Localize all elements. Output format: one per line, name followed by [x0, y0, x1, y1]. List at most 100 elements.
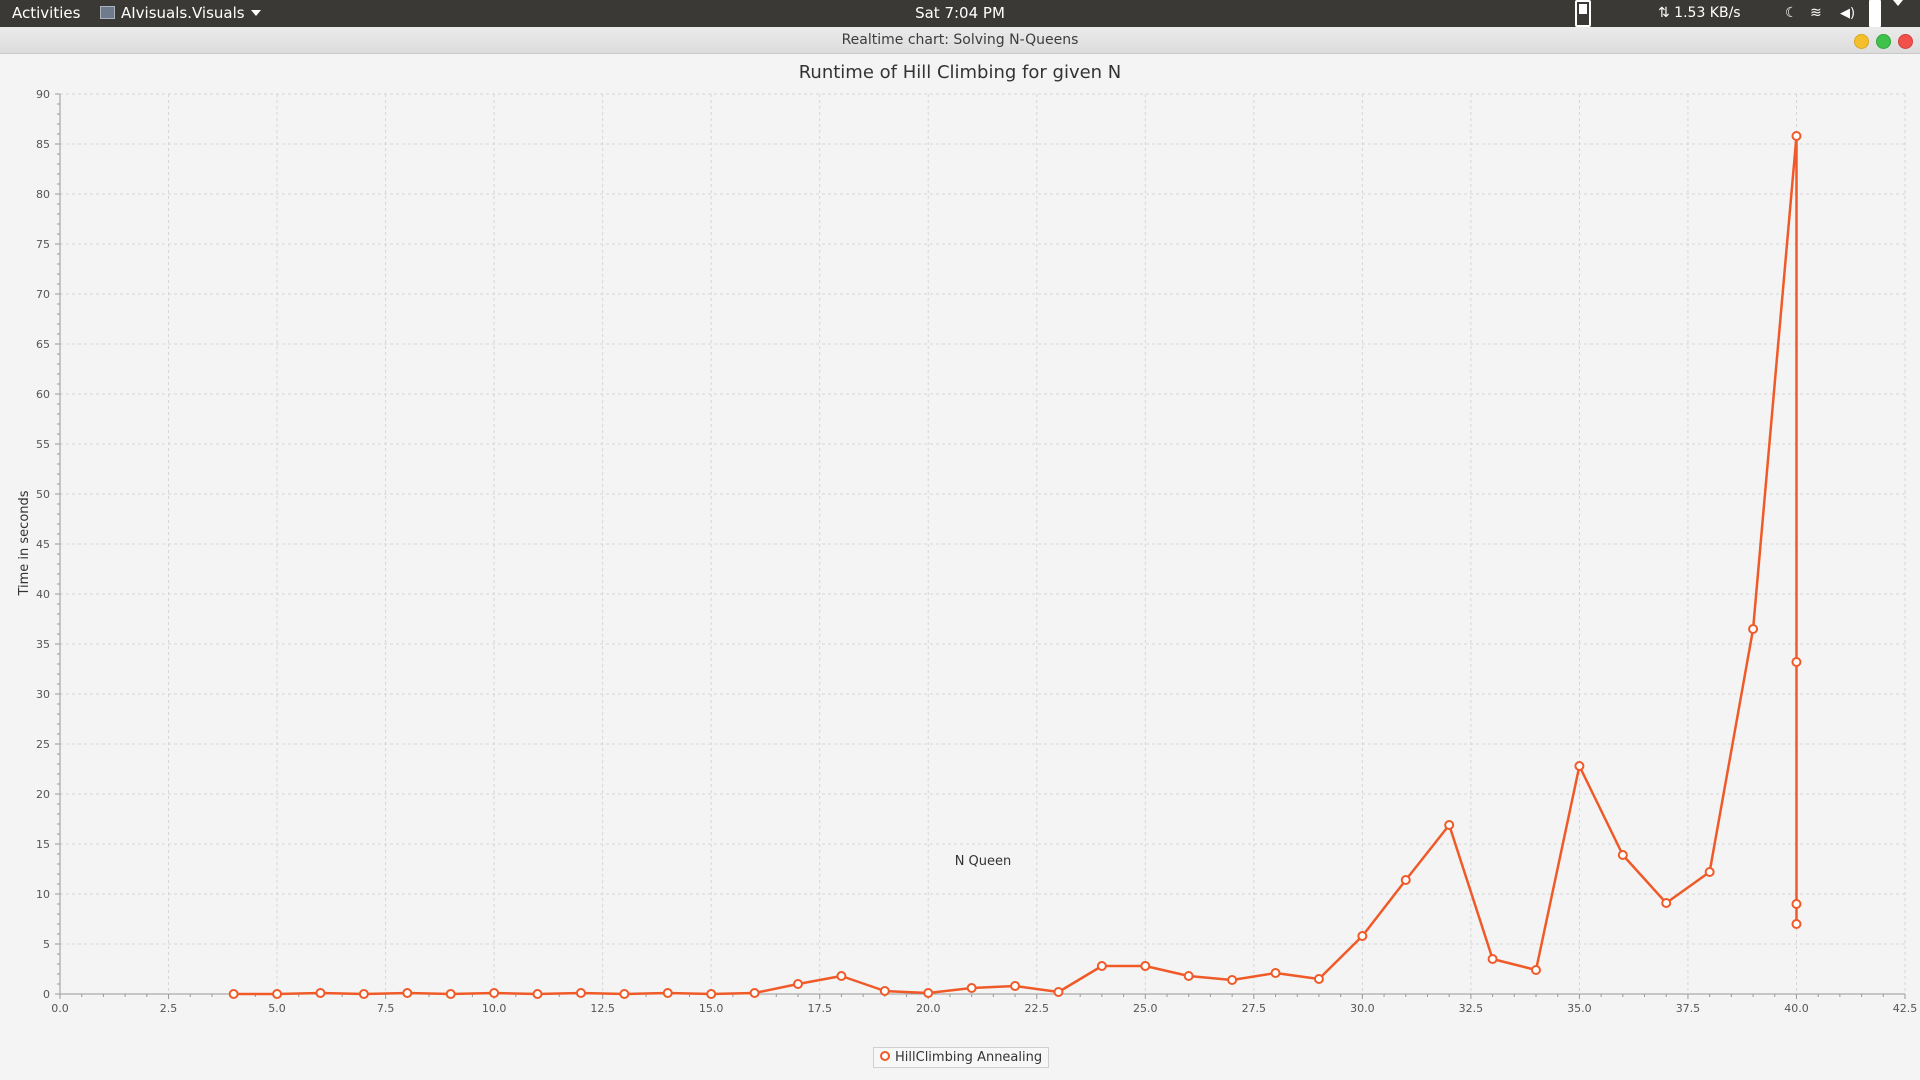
y-tick-label: 75 [36, 238, 50, 251]
chevron-down-icon [250, 10, 261, 16]
data-point [879, 986, 890, 996]
data-point [1531, 965, 1541, 975]
maximize-button[interactable] [1876, 34, 1891, 49]
y-tick-label: 80 [36, 188, 50, 201]
grid [60, 93, 1906, 994]
indicator-window-icon[interactable] [1575, 0, 1591, 27]
data-point [532, 989, 543, 999]
minimize-button[interactable] [1854, 34, 1869, 49]
data-point [619, 989, 630, 999]
y-tick-label: 35 [36, 638, 50, 651]
x-tick-label: 22.5 [1025, 1002, 1050, 1015]
axes: 0.0 2.5 5.0 7.5 10.0 12.5 15.0 17.5 20.0 22.5 25.0… [36, 88, 1917, 1015]
data-point [575, 988, 586, 998]
x-tick-label: 5.0 [268, 1002, 286, 1015]
data-point [489, 988, 500, 998]
x-tick-label: 7.5 [377, 1002, 395, 1015]
data-point [793, 979, 803, 989]
x-tick-label: 0.0 [51, 1002, 69, 1015]
series-layer [228, 131, 1802, 999]
y-tick-label: 55 [36, 438, 50, 451]
app-menu-label: AIvisuals.Visuals [121, 4, 245, 22]
data-point [749, 988, 760, 998]
data-point [445, 989, 456, 999]
top-bar: Activities AIvisuals.Visuals Sat 7:04 PM… [0, 0, 1920, 27]
y-axis-label: Time in seconds [17, 490, 32, 596]
data-point [1227, 975, 1238, 985]
y-tick-label: 65 [36, 338, 50, 351]
x-tick-label: 42.5 [1893, 1002, 1918, 1015]
data-point [836, 971, 847, 981]
y-tick-label: 60 [36, 388, 50, 401]
data-point [1661, 898, 1672, 908]
clock[interactable]: Sat 7:04 PM [915, 4, 1005, 22]
data-point [1791, 919, 1802, 929]
data-point [706, 989, 717, 999]
series-line [233, 134, 1798, 996]
data-point [402, 988, 413, 998]
data-point [1704, 867, 1715, 877]
line-chart: Runtime of Hill Climbing for given N 0.0… [17, 62, 1917, 1015]
night-light-icon[interactable]: ☾ [1785, 5, 1798, 21]
x-axis-label: N Queen [955, 854, 1012, 869]
x-tick-label: 15.0 [699, 1002, 724, 1015]
y-tick-label: 85 [36, 138, 50, 151]
x-tick-label: 40.0 [1784, 1002, 1809, 1015]
legend-label: HillClimbing Annealing [895, 1050, 1043, 1065]
volume-icon[interactable]: ◀) [1840, 6, 1856, 21]
data-point [1748, 624, 1759, 634]
data-point [1791, 657, 1802, 667]
data-point [1270, 968, 1281, 978]
x-tick-label: 37.5 [1676, 1002, 1701, 1015]
data-point [1096, 961, 1107, 971]
data-point [1617, 850, 1628, 860]
data-point [662, 988, 673, 998]
x-tick-label: 35.0 [1567, 1002, 1592, 1015]
y-tick-label: 70 [36, 288, 50, 301]
y-tick-label: 50 [36, 488, 50, 501]
y-tick-label: 45 [36, 538, 50, 551]
window-title-bar[interactable]: Realtime chart: Solving N-Queens [0, 27, 1920, 54]
y-tick-label: 15 [36, 838, 50, 851]
y-tick-label: 40 [36, 588, 50, 601]
y-tick-label: 5 [43, 938, 50, 951]
x-tick-label: 2.5 [160, 1002, 178, 1015]
y-tick-label: 90 [36, 88, 50, 101]
x-tick-label: 32.5 [1459, 1002, 1484, 1015]
data-point [315, 988, 326, 998]
data-point [358, 989, 369, 999]
y-tick-label: 30 [36, 688, 50, 701]
close-button[interactable] [1898, 34, 1913, 49]
data-point [1574, 761, 1585, 771]
wifi-icon[interactable]: ≋ [1810, 5, 1822, 21]
data-point [1487, 954, 1498, 964]
x-tick-label: 10.0 [482, 1002, 507, 1015]
data-point [1010, 981, 1021, 991]
data-point [1357, 931, 1368, 941]
legend[interactable]: HillClimbing Annealing [873, 1047, 1050, 1068]
chart-title: Runtime of Hill Climbing for given N [799, 62, 1122, 83]
x-tick-label: 25.0 [1133, 1002, 1158, 1015]
data-point [1791, 899, 1802, 909]
window-title: Realtime chart: Solving N-Queens [841, 32, 1079, 48]
x-tick-label: 30.0 [1350, 1002, 1375, 1015]
data-point [1053, 987, 1064, 997]
x-tick-label: 12.5 [590, 1002, 615, 1015]
y-tick-label: 0 [43, 988, 50, 1001]
data-point [272, 989, 283, 999]
data-point [923, 988, 934, 998]
net-speed-indicator[interactable]: ⇅ 1.53 KB/s [1658, 5, 1741, 21]
legend-circle-icon [880, 1051, 890, 1061]
x-tick-label: 20.0 [916, 1002, 941, 1015]
battery-icon[interactable] [1869, 0, 1881, 27]
app-window-icon [100, 6, 115, 19]
x-tick-label: 17.5 [807, 1002, 832, 1015]
system-menu-chevron-icon[interactable] [1893, 0, 1903, 33]
data-point [1313, 974, 1324, 984]
data-point [228, 989, 239, 999]
x-tick-label: 27.5 [1242, 1002, 1267, 1015]
app-menu[interactable]: AIvisuals.Visuals [100, 0, 261, 27]
activities-button[interactable]: Activities [12, 4, 81, 22]
data-point [1444, 820, 1455, 830]
data-point [1400, 875, 1411, 885]
